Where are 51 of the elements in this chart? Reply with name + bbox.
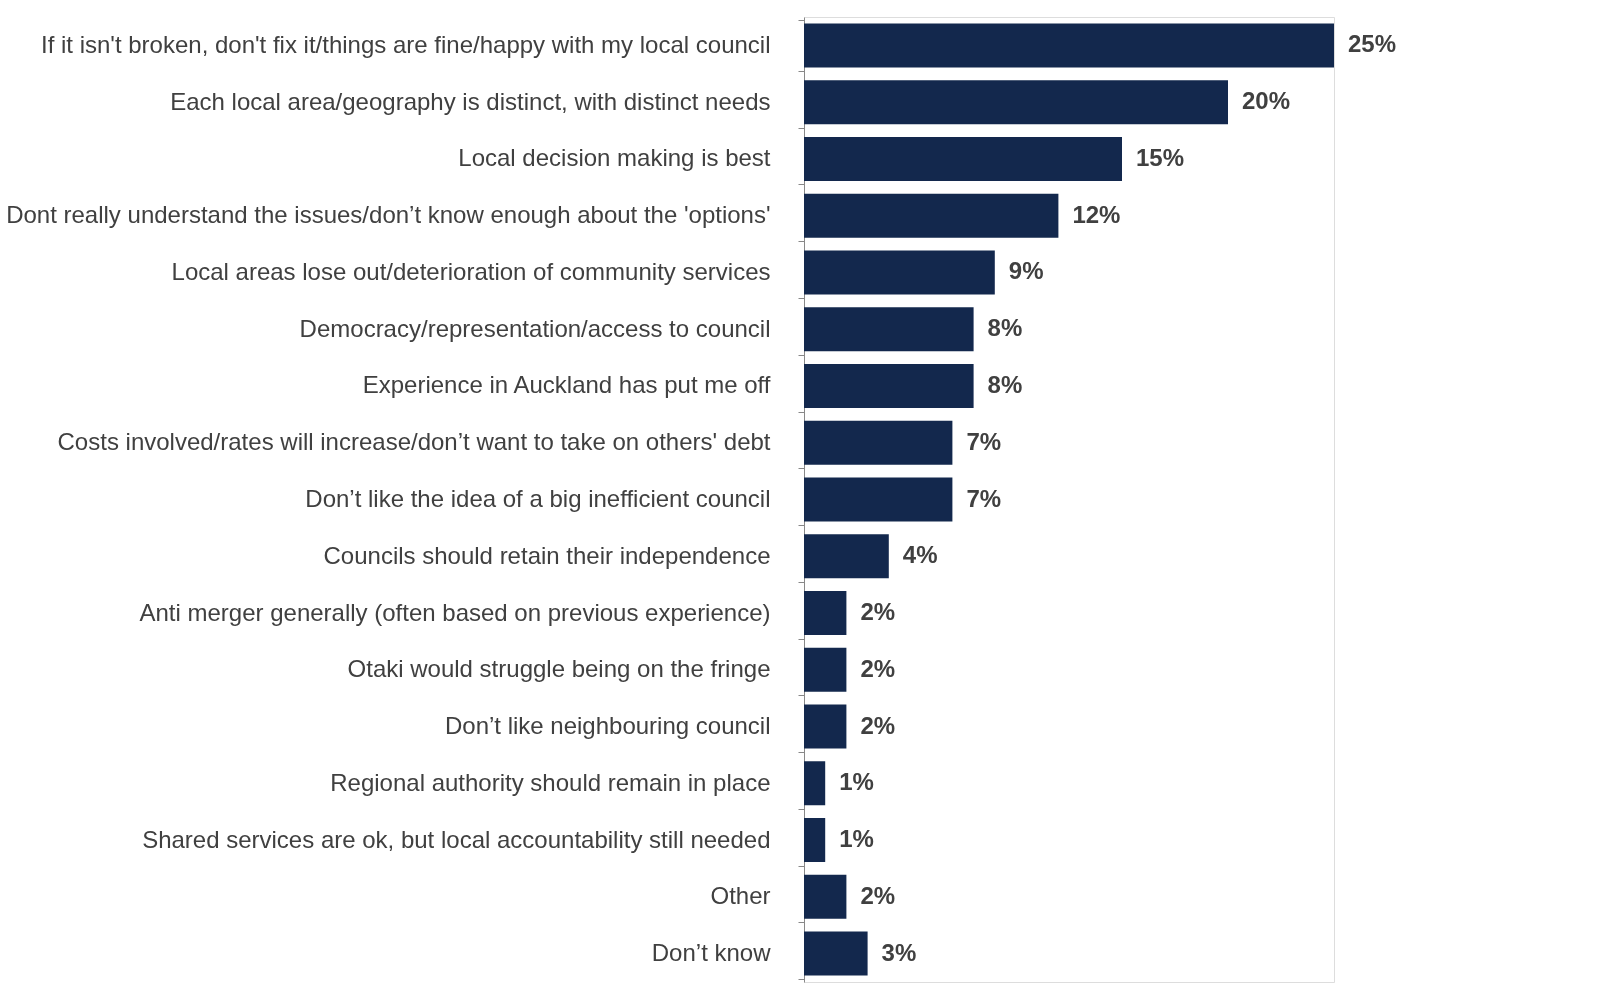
data-label: 12%	[1072, 200, 1121, 228]
y-tick-label: Experience in Auckland has put me off	[362, 371, 771, 399]
data-label: 7%	[966, 484, 1002, 512]
bar	[804, 761, 826, 806]
data-label: 8%	[987, 314, 1023, 342]
y-tick-label: Democracy/representation/access to council	[299, 314, 771, 342]
bar	[804, 307, 974, 352]
data-label: 1%	[839, 825, 874, 853]
data-label: 2%	[860, 654, 896, 682]
data-label: 3%	[881, 938, 917, 966]
data-label: 15%	[1136, 143, 1185, 171]
data-label: 2%	[860, 881, 896, 909]
y-tick-label: Shared services are ok, but local accountability still needed	[142, 825, 771, 853]
y-tick-label: If it isn't broken, don't fix it/things are fine/happy with my local council	[40, 30, 771, 58]
y-tick-label: Don’t know	[651, 939, 772, 967]
data-label: 20%	[1242, 87, 1291, 115]
bar	[804, 250, 995, 295]
bar	[804, 818, 826, 863]
bar	[804, 80, 1228, 125]
y-tick-label: Other	[710, 882, 771, 910]
bar	[804, 193, 1059, 238]
bar	[804, 647, 847, 692]
bar	[804, 477, 953, 522]
data-label: 4%	[902, 541, 938, 569]
y-tick-label: Councils should retain their independence	[323, 541, 771, 569]
y-tick-label: Costs involved/rates will increase/don’t want to take on others' debt	[57, 428, 771, 456]
y-tick-label: Local decision making is best	[458, 144, 771, 172]
y-tick-label: Otaki would struggle being on the fringe	[347, 655, 771, 683]
bar	[804, 363, 974, 408]
data-label: 2%	[860, 598, 896, 626]
bar	[804, 874, 847, 919]
y-tick-label: Don’t like the idea of a big inefficient council	[305, 485, 771, 512]
data-label: 25%	[1348, 30, 1397, 58]
y-tick-label: Local areas lose out/deterioration of community services	[171, 257, 771, 285]
bar	[804, 704, 847, 749]
y-tick-label: Dont really understand the issues/don’t know enough about the 'options'	[6, 201, 771, 229]
data-label: 2%	[860, 711, 896, 739]
y-tick-label: Regional authority should remain in place	[330, 768, 771, 796]
bar	[804, 534, 889, 579]
data-label: 1%	[839, 768, 874, 796]
y-tick-label: Each local area/geography is distinct, with distinct needs	[170, 87, 771, 115]
bar	[804, 591, 847, 636]
bar	[804, 931, 868, 976]
y-tick-label: Don’t like neighbouring council	[444, 712, 771, 740]
data-label: 8%	[987, 370, 1023, 398]
bar	[804, 420, 953, 465]
bar	[804, 136, 1122, 181]
data-label: 9%	[1008, 257, 1044, 285]
data-label: 7%	[966, 427, 1002, 455]
bar	[804, 23, 1334, 68]
y-tick-label: Anti merger generally (often based on previous experience)	[139, 598, 771, 626]
